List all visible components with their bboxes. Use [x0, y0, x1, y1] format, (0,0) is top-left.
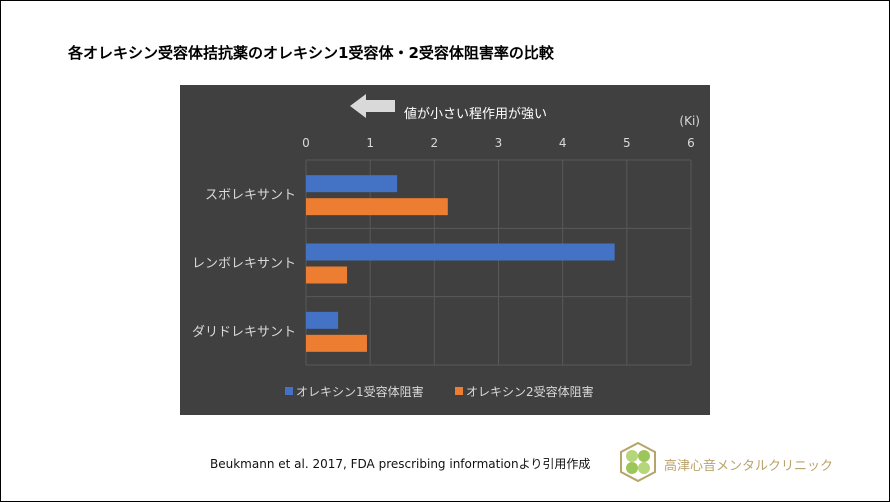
x-tick-label: 4 — [559, 136, 567, 150]
legend-label-2: オレキシン2受容体阻害 — [466, 384, 594, 399]
bar-chart: 値が小さい程作用が強い (Ki) 0 1 2 3 4 5 6 スボレキサントレンボレキサントダ… — [192, 94, 700, 399]
citation: Beukmann et al. 2017, FDA prescribing in… — [210, 457, 591, 471]
bar-1-2 — [306, 311, 339, 329]
x-tick-label: 3 — [495, 136, 503, 150]
category-label: レンボレキサント — [192, 257, 296, 272]
bar-2-0 — [306, 198, 448, 216]
clinic-name: 高津心音メンタルクリニック — [664, 459, 834, 474]
category-label: ダリドレキサント — [192, 325, 296, 340]
legend-swatch-2 — [455, 387, 463, 395]
unit-label: (Ki) — [679, 114, 700, 128]
bar-1-0 — [306, 175, 398, 193]
clinic-logo — [620, 442, 656, 482]
x-tick-label: 6 — [687, 136, 695, 150]
annotation-text: 値が小さい程作用が強い — [404, 106, 547, 122]
bar-2-2 — [306, 334, 367, 352]
chart-area: 値が小さい程作用が強い (Ki) 0 1 2 3 4 5 6 スボレキサントレンボレキサントダ… — [180, 85, 710, 415]
bar-1-1 — [306, 243, 615, 261]
x-tick-label: 0 — [302, 136, 310, 150]
left-arrow-icon — [350, 94, 395, 118]
slide-title: 各オレキシン受容体拮抗薬のオレキシン1受容体・2受容体阻害率の比較 — [68, 44, 554, 62]
legend-label-1: オレキシン1受容体阻害 — [296, 384, 424, 399]
x-tick-label: 5 — [623, 136, 631, 150]
x-tick-label: 1 — [366, 136, 374, 150]
bar-2-1 — [306, 266, 348, 284]
category-label: スボレキサント — [205, 188, 296, 203]
legend-swatch-1 — [285, 387, 293, 395]
x-tick-label: 2 — [431, 136, 439, 150]
